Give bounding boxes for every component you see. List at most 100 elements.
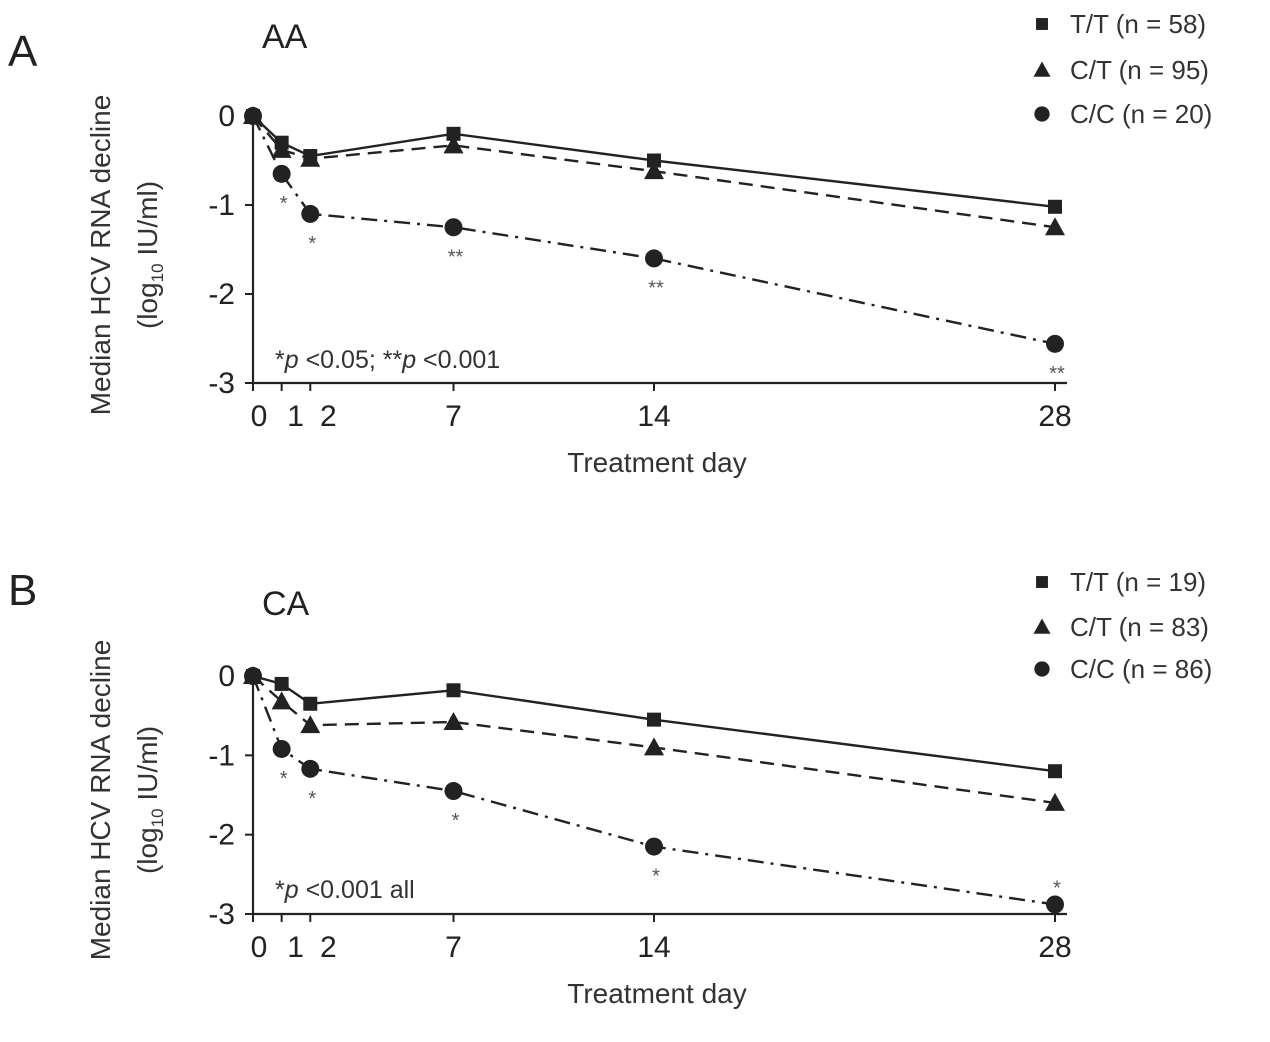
data-point-circle (244, 667, 262, 685)
y-axis-unit-pre: (log (132, 282, 163, 329)
panel-letter: B (8, 566, 37, 615)
significance-mark: * (452, 810, 460, 832)
data-point-square (647, 153, 661, 168)
data-point-circle (645, 837, 663, 856)
legend-label: T/T (n = 58) (1070, 9, 1206, 39)
significance-mark: * (280, 768, 288, 790)
note-part: <0.001 (416, 346, 500, 374)
note-part: p (284, 876, 299, 904)
y-axis-title: Median HCV RNA decline (85, 95, 116, 416)
data-point-circle (444, 218, 463, 237)
panel-letter: A (8, 27, 38, 76)
data-point-circle (272, 739, 291, 758)
data-point-triangle (300, 148, 321, 167)
y-axis-title: Median HCV RNA decline (85, 640, 116, 961)
legend-marker-triangle (1033, 618, 1051, 634)
y-axis-unit-post: IU/ml) (132, 181, 163, 263)
data-point-triangle (271, 139, 292, 158)
x-axis-title: Treatment day (567, 978, 746, 1009)
x-tick-label: 0 (251, 400, 268, 433)
panel-title: AA (262, 18, 308, 56)
series-line-circle (251, 115, 1056, 346)
x-tick-label: 28 (1038, 400, 1071, 433)
data-point-triangle (644, 737, 664, 756)
data-point-triangle (644, 161, 664, 180)
y-axis-unit-pre: (log (132, 827, 163, 874)
x-tick-label: 0 (251, 931, 268, 964)
y-tick-label: -2 (208, 819, 235, 852)
data-point-circle (444, 782, 463, 801)
data-point-square (1048, 199, 1062, 214)
panel-title: CA (262, 585, 310, 623)
data-point-circle (301, 759, 320, 778)
note-part: * (275, 876, 285, 904)
data-point-triangle (1045, 217, 1065, 236)
data-point-triangle (300, 715, 321, 734)
significance-mark: ** (1049, 363, 1065, 385)
legend-label: T/T (n = 19) (1070, 567, 1206, 597)
data-point-square (274, 676, 289, 691)
series-line-triangle (252, 115, 1056, 229)
x-tick-label: 7 (445, 931, 462, 964)
data-point-square (1048, 764, 1062, 779)
y-axis-unit: (log10 IU/ml) (132, 726, 167, 874)
data-point-triangle (1045, 792, 1065, 811)
legend-marker-circle (1034, 661, 1050, 677)
y-tick-label: 0 (218, 100, 235, 133)
y-axis-unit-sub: 10 (148, 808, 167, 827)
data-point-triangle (271, 691, 292, 710)
legend-marker-circle (1034, 106, 1050, 122)
p-value-note: *p <0.05; **p <0.001 (275, 346, 500, 374)
data-point-square (446, 683, 461, 698)
data-point-circle (272, 164, 291, 183)
significance-mark: * (652, 866, 660, 888)
note-part: <0.05; ** (299, 346, 403, 374)
y-tick-label: -1 (208, 189, 235, 222)
x-tick-label: 14 (637, 931, 670, 964)
legend-marker-square (1036, 18, 1048, 30)
y-tick-label: 0 (218, 660, 235, 693)
data-point-circle (244, 107, 262, 125)
x-tick-label: 2 (320, 931, 337, 964)
significance-mark: * (308, 233, 316, 255)
y-axis-unit: (log10 IU/ml) (132, 181, 167, 329)
data-point-square (303, 696, 318, 711)
x-tick-label: 28 (1038, 931, 1071, 964)
legend-label: C/T (n = 83) (1070, 612, 1209, 642)
significance-mark: * (280, 193, 288, 215)
x-tick-label: 1 (287, 400, 304, 433)
y-tick-label: -2 (208, 278, 235, 311)
data-point-circle (1046, 895, 1064, 914)
data-point-circle (645, 249, 663, 268)
series-line-triangle (252, 675, 1056, 805)
x-tick-label: 7 (445, 400, 462, 433)
data-point-square (647, 712, 661, 727)
significance-mark: ** (448, 246, 464, 268)
data-point-circle (301, 204, 320, 223)
legend-label: C/C (n = 86) (1070, 654, 1212, 684)
x-tick-label: 2 (320, 400, 337, 433)
legend-marker-square (1036, 576, 1048, 588)
significance-mark: ** (648, 277, 664, 299)
x-axis-title: Treatment day (567, 447, 746, 478)
y-tick-label: -3 (208, 367, 235, 400)
significance-mark: * (308, 788, 316, 810)
note-part: * (275, 346, 285, 374)
data-point-triangle (443, 712, 464, 731)
legend-label: C/T (n = 95) (1070, 55, 1209, 85)
y-axis-unit-post: IU/ml) (132, 726, 163, 808)
data-point-circle (1046, 334, 1064, 353)
significance-mark: * (1053, 877, 1061, 899)
y-tick-label: -1 (208, 739, 235, 772)
legend-marker-triangle (1033, 61, 1051, 77)
y-axis-unit-sub: 10 (148, 263, 167, 282)
p-value-note: *p <0.001 all (275, 876, 415, 904)
x-tick-label: 14 (637, 400, 670, 433)
series-line-circle (251, 675, 1056, 906)
note-part: p (284, 346, 299, 374)
data-point-square (446, 126, 461, 141)
x-tick-label: 1 (287, 931, 304, 964)
